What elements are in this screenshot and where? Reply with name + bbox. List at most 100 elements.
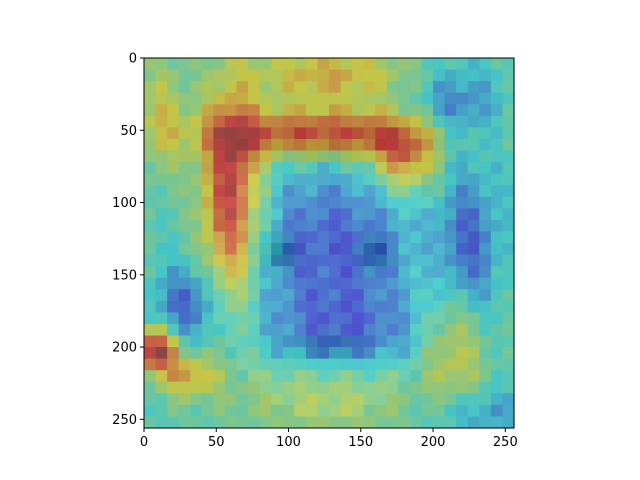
heatmap-cell (398, 335, 411, 348)
heatmap-cell (502, 347, 515, 360)
heatmap-cell (190, 416, 203, 429)
heatmap-cell (444, 81, 457, 94)
heatmap-cell (144, 231, 157, 244)
heatmap-cell (167, 370, 180, 383)
heatmap-cell (294, 150, 307, 163)
heatmap-cell (144, 127, 157, 140)
heatmap-cell (502, 300, 515, 313)
heatmap-cell (224, 312, 238, 325)
heatmap-cell (409, 162, 423, 175)
heatmap-cell (421, 277, 434, 290)
heatmap-cell (398, 243, 411, 256)
heatmap-cell (479, 104, 492, 117)
heatmap-cell (409, 289, 423, 302)
heatmap-cell (201, 312, 214, 325)
heatmap-cell (236, 185, 249, 198)
heatmap-cell (213, 115, 226, 128)
heatmap-cell (236, 104, 249, 117)
heatmap-cell (178, 243, 191, 256)
heatmap-cell (421, 393, 434, 406)
heatmap-cell (271, 254, 284, 267)
heatmap-cell (190, 92, 203, 105)
heatmap-cell (178, 289, 191, 302)
heatmap-cell (259, 370, 272, 383)
heatmap-cell (340, 127, 353, 140)
heatmap-cell (190, 150, 203, 163)
heatmap-cell (375, 393, 388, 406)
heatmap-cell (340, 393, 353, 406)
heatmap-cell (398, 416, 411, 429)
heatmap-cell (444, 92, 457, 105)
heatmap-cell (409, 370, 423, 383)
heatmap-cell (398, 150, 411, 163)
heatmap-cell (294, 289, 307, 302)
heatmap-cell (479, 81, 492, 94)
heatmap-cell (456, 138, 469, 152)
heatmap-cell (340, 266, 353, 279)
heatmap-cell (490, 277, 504, 290)
heatmap-cell (201, 58, 214, 71)
heatmap-cell (155, 358, 168, 371)
heatmap-cell (317, 254, 330, 267)
heatmap-cell (190, 81, 203, 94)
heatmap-cell (190, 231, 203, 244)
heatmap-cell (271, 173, 284, 186)
heatmap-cell (224, 370, 238, 383)
heatmap-cell (502, 219, 515, 233)
heatmap-cell (340, 277, 353, 290)
heatmap-cell (340, 196, 353, 209)
heatmap-cell (178, 393, 191, 406)
heatmap-cell (248, 404, 261, 418)
heatmap-cell (190, 254, 203, 267)
heatmap-cell (236, 81, 249, 94)
heatmap-cell (248, 416, 261, 429)
heatmap-cell (167, 231, 180, 244)
heatmap-cell (282, 92, 295, 105)
heatmap-cell (386, 254, 399, 267)
heatmap-cell (386, 185, 399, 198)
heatmap-cell (352, 347, 365, 360)
heatmap-cell (352, 370, 365, 383)
heatmap-cell (352, 92, 365, 105)
heatmap-cell (282, 196, 295, 209)
heatmap-cell (363, 266, 376, 279)
heatmap-cell (305, 185, 319, 198)
heatmap-cell (421, 81, 434, 94)
heatmap-cell (201, 254, 214, 267)
heatmap-cell (305, 173, 319, 186)
heatmap-cell (502, 370, 515, 383)
heatmap-cell (444, 289, 457, 302)
heatmap-cell (190, 266, 203, 279)
heatmap-cell (421, 312, 434, 325)
heatmap-cell (201, 231, 214, 244)
heatmap-cell (305, 404, 319, 418)
heatmap-cell (421, 254, 434, 267)
heatmap-cell (444, 312, 457, 325)
heatmap-cell (259, 393, 272, 406)
heatmap-cell (224, 335, 238, 348)
heatmap-cell (375, 347, 388, 360)
heatmap-cell (502, 104, 515, 117)
heatmap-cell (317, 404, 330, 418)
heatmap-cell (444, 138, 457, 152)
heatmap-cell (236, 115, 249, 128)
heatmap-cell (433, 81, 446, 94)
heatmap-cell (248, 162, 261, 175)
heatmap-cell (386, 162, 399, 175)
heatmap-cell (224, 231, 238, 244)
heatmap-cell (224, 150, 238, 163)
heatmap-cell (155, 150, 168, 163)
heatmap-cell (398, 358, 411, 371)
heatmap-cell (479, 393, 492, 406)
heatmap-cell (433, 185, 446, 198)
heatmap-cell (467, 277, 480, 290)
heatmap-cell (294, 58, 307, 71)
heatmap-cell (259, 416, 272, 429)
heatmap-cell (190, 381, 203, 394)
heatmap-cell (352, 115, 365, 128)
heatmap-cell (502, 358, 515, 371)
heatmap-cell (363, 323, 376, 337)
heatmap-cell (329, 312, 342, 325)
heatmap-cell (398, 208, 411, 221)
heatmap-cell (271, 266, 284, 279)
